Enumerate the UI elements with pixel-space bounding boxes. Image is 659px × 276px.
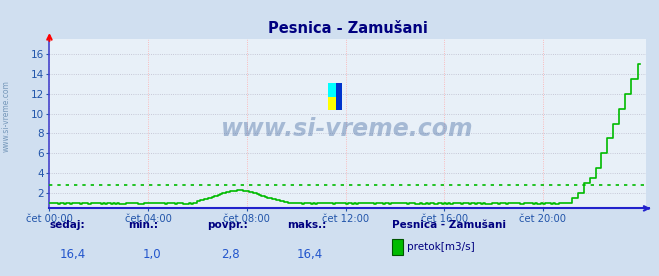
Text: 16,4: 16,4 [297,248,323,261]
Text: povpr.:: povpr.: [208,220,248,230]
Title: Pesnica - Zamušani: Pesnica - Zamušani [268,21,428,36]
Text: www.si-vreme.com: www.si-vreme.com [2,80,11,152]
Text: www.si-vreme.com: www.si-vreme.com [221,116,474,140]
Text: 16,4: 16,4 [59,248,86,261]
Text: min.:: min.: [129,220,159,230]
Text: maks.:: maks.: [287,220,326,230]
Text: 1,0: 1,0 [142,248,161,261]
Text: 2,8: 2,8 [221,248,240,261]
Text: sedaj:: sedaj: [49,220,85,230]
Text: pretok[m3/s]: pretok[m3/s] [407,242,474,252]
Text: Pesnica - Zamušani: Pesnica - Zamušani [392,220,506,230]
